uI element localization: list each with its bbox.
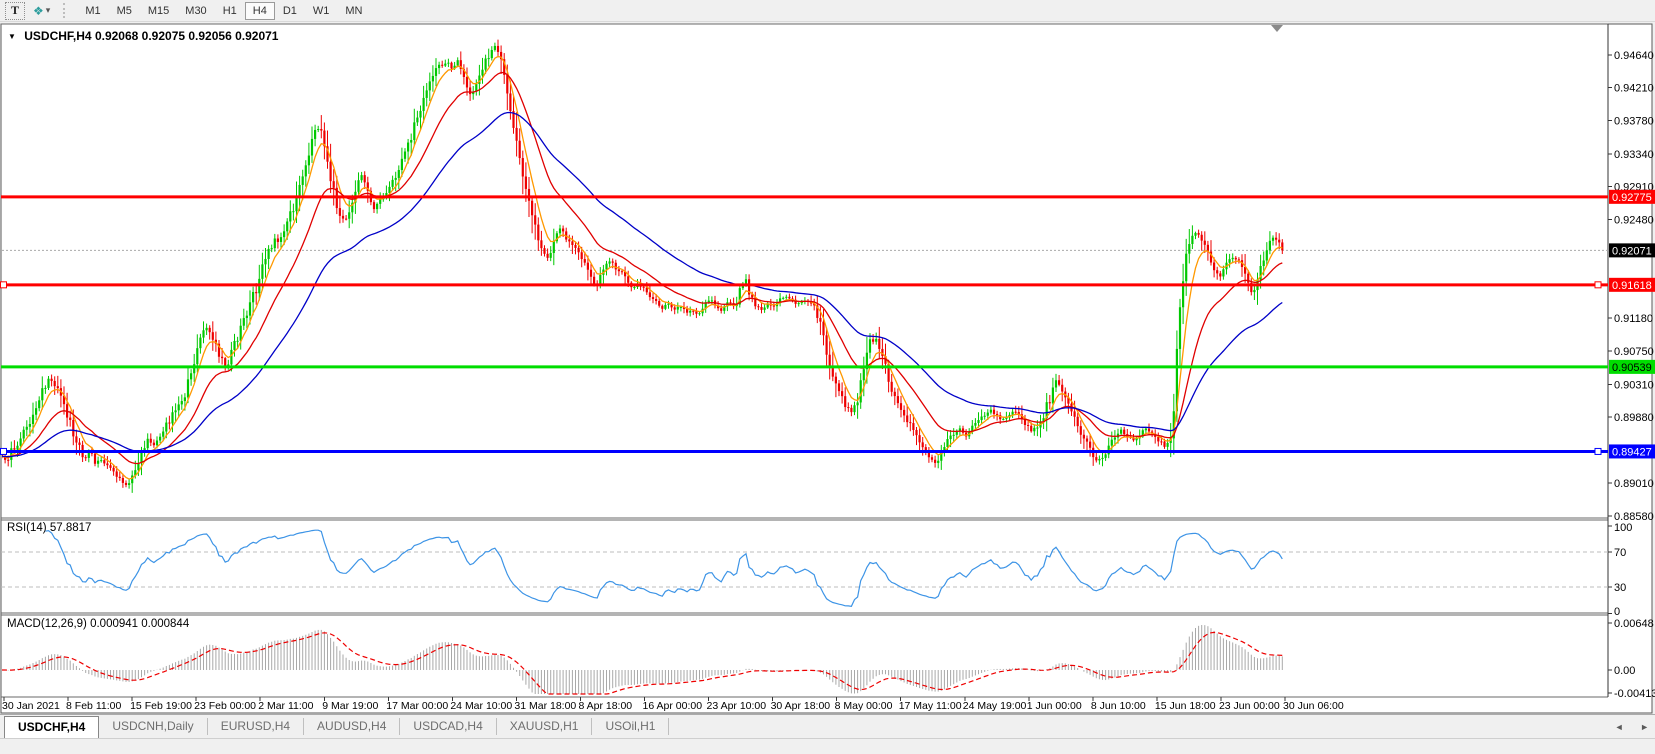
chart-tab-xauusd-h1[interactable]: XAUUSD,H1 [497, 718, 593, 735]
time-axis-label: 24 May 19:00 [963, 700, 1027, 712]
timeframe-button-w1[interactable]: W1 [305, 2, 338, 20]
indicator-tool-button[interactable]: ❖ ▾ [27, 2, 56, 20]
rsi-line [45, 529, 1283, 607]
price-axis-line-label: 0.92775 [1612, 192, 1652, 204]
price-axis-line-label: 0.91618 [1612, 280, 1652, 292]
price-axis-line-label: 0.92071 [1612, 245, 1652, 257]
price-axis-tick-label: 0.90310 [1614, 379, 1654, 391]
price-axis-tick-label: 0.89010 [1614, 478, 1654, 490]
hline-handle-icon[interactable] [1594, 281, 1602, 289]
chart-tab-usoil-h1[interactable]: USOil,H1 [592, 718, 670, 735]
chart-tab-eurusd-h4[interactable]: EURUSD,H4 [208, 718, 305, 735]
ma-slow-line [2, 111, 1283, 458]
time-axis-label: 31 Mar 18:00 [514, 700, 576, 712]
price-axis-line-label: 0.90539 [1612, 362, 1652, 374]
hline-handle-icon[interactable] [1594, 447, 1602, 455]
time-axis-label: 30 Jan 2021 [2, 700, 60, 712]
timeframe-button-h1[interactable]: H1 [215, 2, 245, 20]
macd-value: 0.000941 0.000844 [90, 618, 190, 630]
tab-scroll-right-icon[interactable]: ► [1640, 722, 1649, 732]
time-axis-label: 8 Jun 10:00 [1091, 700, 1146, 712]
timeframe-group: M1 M5 M15 M30 H1 H4 D1 W1 MN [77, 1, 370, 20]
timeframe-button-h4[interactable]: H4 [244, 1, 275, 20]
timeframe-button-m1[interactable]: M1 [77, 2, 108, 20]
macd-axis-label: 0.00648 [1614, 618, 1654, 630]
timeframe-button-m30[interactable]: M30 [177, 2, 214, 20]
macd-signal-line [2, 631, 1283, 695]
rsi-axis-label: 30 [1614, 582, 1626, 594]
time-axis-label: 15 Jun 18:00 [1155, 700, 1216, 712]
price-axis-tick-label: 0.89880 [1614, 412, 1654, 424]
macd-axis-label: -0.00413 [1614, 688, 1655, 700]
rsi-indicator-label: RSI(14) 57.8817 [7, 522, 91, 534]
hline-handle-icon[interactable] [0, 281, 7, 289]
price-axis-tick-label: 0.93340 [1614, 149, 1654, 161]
ma-medium-line [2, 71, 1283, 465]
price-axis-tick-label: 0.90750 [1614, 346, 1654, 358]
chevron-down-icon: ▾ [45, 5, 51, 15]
chart-tabs: USDCHF,H4 USDCNH,Daily EURUSD,H4 AUDUSD,H4 U… [0, 715, 1655, 738]
time-axis-label: 24 Mar 10:00 [450, 700, 512, 712]
time-axis-label: 17 May 11:00 [899, 700, 962, 712]
price-axis-tick-label: 0.91180 [1614, 313, 1653, 325]
tab-scroll-arrows: ◄ ► [1601, 722, 1649, 732]
chart-tab-bar: USDCHF,H4 USDCNH,Daily EURUSD,H4 AUDUSD,H4 U… [0, 714, 1655, 738]
status-bar [0, 738, 1655, 754]
rsi-value: 57.8817 [49, 522, 92, 534]
chart-title: ▼ USDCHF,H4 0.92068 0.92075 0.92056 0.92… [8, 29, 278, 43]
rsi-axis-label: 100 [1614, 522, 1632, 534]
price-axis-tick-label: 0.92480 [1614, 214, 1654, 226]
time-axis-label: 8 May 00:00 [835, 700, 893, 712]
time-axis-label: 2 Mar 11:00 [258, 700, 313, 712]
indicator-icon: ❖ [33, 3, 44, 18]
time-axis-label: 8 Feb 11:00 [66, 700, 121, 712]
time-axis-label: 30 Jun 06:00 [1283, 700, 1344, 712]
collapse-triangle-icon[interactable]: ▼ [8, 32, 16, 41]
tab-scroll-left-icon[interactable]: ◄ [1614, 722, 1624, 732]
macd-name: MACD(12,26,9) [7, 618, 87, 630]
toolbar: T ❖ ▾ M1 M5 M15 M30 H1 H4 D1 W1 MN [0, 0, 1655, 22]
type-tool-button[interactable]: T [5, 1, 26, 20]
time-axis-label: 23 Apr 10:00 [707, 700, 767, 712]
time-axis-label: 8 Apr 18:00 [578, 700, 632, 712]
time-axis-label: 16 Apr 00:00 [643, 700, 703, 712]
chart-tab-usdchf-h4[interactable]: USDCHF,H4 [4, 716, 100, 738]
timeframe-button-m15[interactable]: M15 [140, 2, 177, 20]
price-axis-tick-label: 0.93780 [1614, 115, 1654, 127]
timeframe-button-mn[interactable]: MN [337, 2, 370, 20]
toolbar-grip[interactable] [63, 3, 69, 18]
price-axis-tick-label: 0.88580 [1614, 511, 1654, 523]
price-axis-tick-label: 0.94640 [1614, 50, 1654, 62]
time-axis-label: 17 Mar 00:00 [386, 700, 448, 712]
chart-symbol: USDCHF,H4 [24, 29, 92, 43]
time-axis-label: 30 Apr 18:00 [771, 700, 831, 712]
rsi-axis-label: 70 [1614, 547, 1626, 559]
timeframe-button-m5[interactable]: M5 [109, 2, 140, 20]
timeframe-button-d1[interactable]: D1 [275, 2, 305, 20]
chart-tab-usdcad-h4[interactable]: USDCAD,H4 [400, 718, 497, 735]
time-axis-label: 9 Mar 19:00 [322, 700, 378, 712]
chart-tab-usdcnh-daily[interactable]: USDCNH,Daily [99, 718, 208, 735]
time-axis-label: 23 Feb 00:00 [194, 700, 256, 712]
hline-handle-icon[interactable] [0, 447, 7, 455]
time-axis-label: 23 Jun 00:00 [1219, 700, 1280, 712]
price-axis-tick-label: 0.94210 [1614, 83, 1654, 95]
chart-ohlc: 0.92068 0.92075 0.92056 0.92071 [94, 29, 279, 43]
chart-canvas[interactable]: 0.946400.942100.937800.933400.929100.924… [0, 0, 1655, 714]
price-axis-line-label: 0.89427 [1612, 446, 1652, 458]
rsi-name: RSI(14) [7, 522, 47, 534]
rsi-axis-label: 0 [1614, 606, 1620, 618]
macd-axis-label: 0.00 [1614, 665, 1635, 677]
macd-indicator-label: MACD(12,26,9) 0.000941 0.000844 [7, 618, 189, 630]
time-axis-label: 15 Feb 19:00 [130, 700, 192, 712]
chart-shift-marker-icon[interactable] [1271, 25, 1283, 32]
chart-tab-audusd-h4[interactable]: AUDUSD,H4 [304, 718, 401, 735]
time-axis-label: 1 Jun 00:00 [1027, 700, 1082, 712]
